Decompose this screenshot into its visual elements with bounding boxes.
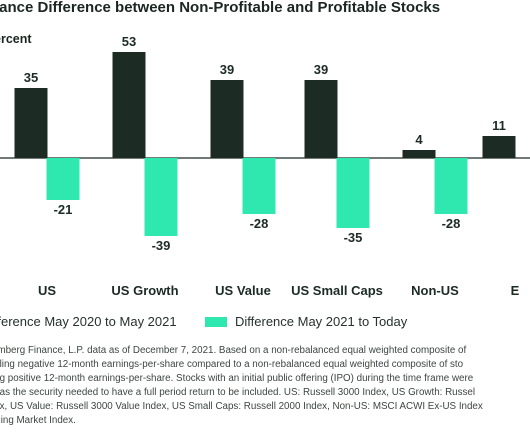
note-line: lex, US Value: Russell 3000 Value Index,… [0,401,483,412]
y-axis-unit-label: ercent [0,32,32,46]
data-label: -28 [250,216,269,231]
data-label: 4 [415,132,423,147]
bar [242,158,276,214]
data-label: 53 [122,34,136,49]
bar-chart: 35 53 39 39 4 11 -21 -39 -28 -35 -28 US US Growth US … [0,34,530,298]
source-notes: omberg Finance, L.P. data as of December… [0,344,530,428]
data-label: 11 [492,118,506,133]
bar [112,52,146,158]
category-tick-label: US Growth [111,283,178,298]
data-label: -39 [152,238,171,253]
chart-title: nance Difference between Non-Profitable … [0,0,441,16]
legend-swatch-series-2 [205,317,227,327]
bar [304,80,338,158]
bar [434,158,468,214]
legend-label-series-2: Difference May 2021 to Today [235,314,408,329]
data-label: 39 [220,62,234,77]
category-tick-label: US Small Caps [291,283,383,298]
category-tick-label: US [38,283,56,298]
category-tick-label: US Value [215,283,271,298]
note-line: ing positive 12-month earnings-per-share… [0,373,474,384]
bar [46,158,80,200]
note-line: ailing negative 12-month earnings-per-sh… [0,359,464,370]
data-label: 35 [24,70,38,85]
legend-label-series-1: fference May 2020 to May 2021 [0,314,177,329]
note-line: omberg Finance, L.P. data as of December… [0,345,467,356]
data-label: -21 [54,202,73,217]
bar [210,80,244,158]
category-tick-label: Non-US [411,283,459,298]
bar [336,158,370,228]
category-tick-label: E [511,283,520,298]
bar [402,150,436,158]
data-label: -35 [344,230,363,245]
note-line: rging Market Index. [0,415,76,426]
legend: fference May 2020 to May 2021 Difference… [0,313,530,335]
bar [144,158,178,236]
note-line: l, as the security needed to have a full… [0,387,476,398]
bar [14,88,48,158]
data-label: 39 [314,62,328,77]
bar [482,136,516,158]
data-label: -28 [442,216,461,231]
